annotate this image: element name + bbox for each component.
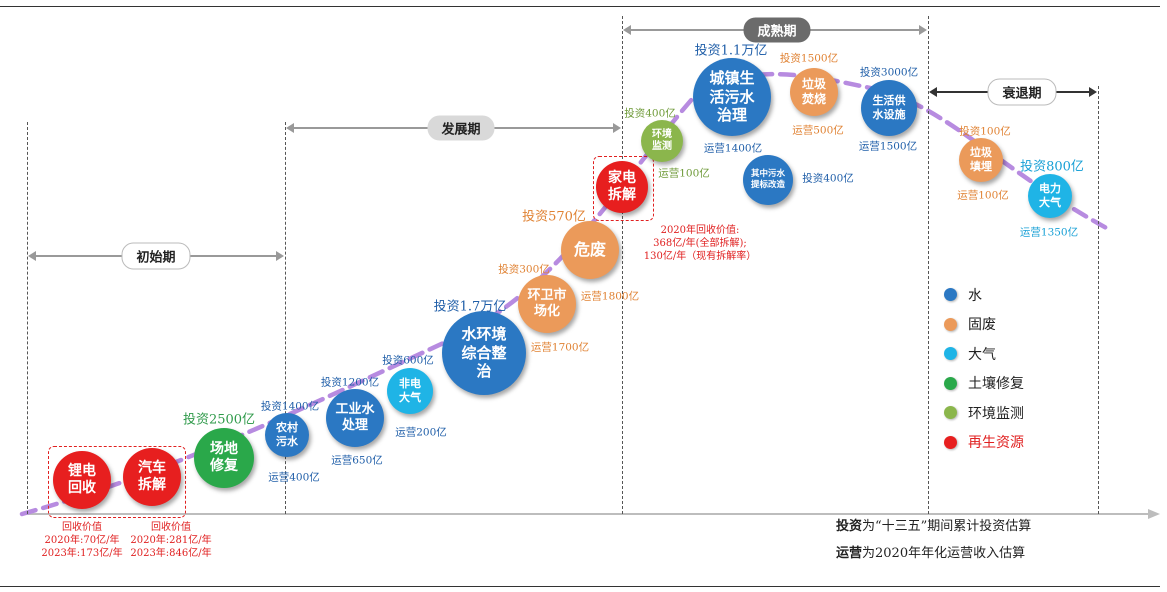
rural-sewage-invest: 投资1400亿 — [260, 400, 320, 413]
legend-label-solid-waste: 固废 — [968, 317, 996, 334]
legend-swatch-recycling — [944, 435, 957, 449]
appliance-value-note: 2020年回收价值: 368亿/年(全部拆解); 130亿/年（现有拆解率） — [643, 225, 757, 262]
legend-label-air: 大气 — [968, 346, 996, 363]
footnote-operation-text: 为2020年年化运营收入估算 — [862, 546, 1026, 561]
node-appliance-dismantling: 家电 拆解 — [596, 161, 648, 213]
node-site-remediation: 场地 修复 — [194, 428, 254, 488]
landfill-invest: 投资100亿 — [959, 125, 1011, 138]
phase-divider-mature — [622, 16, 623, 514]
non-power-air-operate: 运营200亿 — [395, 426, 447, 439]
waste-incineration-invest: 投资1500亿 — [779, 52, 839, 65]
waste-incineration-operate: 运营500亿 — [792, 124, 844, 137]
sanitation-invest: 投资300亿 — [498, 263, 550, 276]
legend-item-water: 水 — [944, 280, 1024, 310]
node-env-monitoring: 环境 监测 — [641, 120, 683, 162]
sanitation-operate: 运营1700亿 — [530, 341, 590, 354]
legend-label-recycling: 再生资源 — [968, 435, 1024, 452]
industrial-water-invest: 投资1200亿 — [320, 376, 380, 389]
node-waste-incineration: 垃圾 焚烧 — [790, 68, 838, 116]
legend-label-soil: 土壤修复 — [968, 376, 1024, 393]
top-rule — [0, 6, 1160, 7]
phase-label-mature: 成熟期 — [743, 17, 811, 43]
node-water-environment: 水环境 综合整治 — [442, 311, 526, 395]
legend-item-recycling: 再生资源 — [944, 428, 1024, 458]
axis-arrowhead — [1148, 509, 1160, 519]
node-auto-dismantling: 汽车 拆解 — [123, 448, 181, 506]
phase-label-development: 发展期 — [427, 115, 495, 141]
site-remediation-invest: 投资2500亿 — [182, 412, 256, 428]
phase-divider-end — [1098, 86, 1099, 514]
node-hazardous-waste: 危废 — [561, 221, 619, 279]
legend-item-solid-waste: 固废 — [944, 310, 1024, 340]
legend-swatch-monitoring — [944, 406, 957, 420]
sewage-upgrade-invest: 投资400亿 — [802, 172, 854, 185]
env-monitoring-operate: 运营100亿 — [658, 167, 710, 180]
legend-label-water: 水 — [968, 287, 982, 304]
lithium-recycling-value-note: 回收价值 2020年:70亿/年 2023年:173亿/年 — [41, 522, 123, 559]
footnote-investment-text: 为“十三五”期间累计投资估算 — [862, 519, 1032, 534]
appliance-highlight-box — [593, 156, 654, 221]
urban-sewage-operate: 运营1400亿 — [703, 142, 763, 155]
node-power-air: 电力 大气 — [1028, 174, 1072, 218]
water-supply-operate: 运营1500亿 — [858, 140, 918, 153]
power-air-invest: 投资800亿 — [1020, 159, 1084, 175]
node-landfill: 垃圾 填埋 — [959, 138, 1003, 182]
node-lithium-recycling: 锂电 回收 — [53, 451, 111, 509]
node-non-power-air: 非电 大气 — [387, 368, 433, 414]
landfill-operate: 运营100亿 — [957, 189, 1009, 202]
auto-dismantling-value-note: 回收价值 2020年:281亿/年 2023年:846亿/年 — [130, 522, 212, 559]
node-sewage-upgrade: 其中污水 提标改造 — [743, 155, 793, 205]
non-power-air-invest: 投资600亿 — [382, 354, 434, 367]
phase-divider-development — [285, 122, 286, 514]
water-supply-invest: 投资3000亿 — [859, 66, 919, 79]
footnote-investment: 投资为“十三五”期间累计投资估算 — [836, 515, 1031, 534]
urban-sewage-invest: 投资1.1万亿 — [694, 43, 768, 59]
footnote-investment-term: 投资 — [836, 519, 863, 534]
rural-sewage-operate: 运营400亿 — [268, 471, 320, 484]
legend-swatch-air — [944, 347, 957, 361]
legend-label-monitoring: 环境监测 — [968, 405, 1024, 422]
phase-divider-decline — [928, 16, 929, 514]
legend-item-air: 大气 — [944, 339, 1024, 369]
water-environment-invest: 投资1.7万亿 — [433, 299, 507, 315]
legend: 水 固废 大气 土壤修复 环境监测 再生资源 — [944, 280, 1024, 457]
legend-swatch-solid-waste — [944, 317, 957, 331]
env-monitoring-invest: 投资400亿 — [624, 107, 676, 120]
legend-item-monitoring: 环境监测 — [944, 398, 1024, 428]
hazardous-waste-invest: 投资570亿 — [522, 209, 586, 225]
bottom-rule — [0, 586, 1160, 587]
power-air-operate: 运营1350亿 — [1019, 226, 1079, 239]
node-industrial-water: 工业水 处理 — [326, 389, 384, 447]
node-rural-sewage: 农村 污水 — [265, 413, 309, 457]
legend-swatch-soil — [944, 376, 957, 390]
hazardous-waste-operate: 运营1800亿 — [580, 290, 640, 303]
footnote-operation-term: 运营 — [836, 546, 863, 561]
recycle-highlight-box — [48, 446, 186, 518]
node-water-supply: 生活供 水设施 — [861, 80, 917, 136]
phase-label-decline: 衰退期 — [987, 78, 1057, 106]
phase-label-initial: 初始期 — [121, 242, 191, 270]
industrial-water-operate: 运营650亿 — [331, 454, 383, 467]
legend-item-soil: 土壤修复 — [944, 369, 1024, 399]
legend-swatch-water — [944, 288, 957, 302]
phase-divider-start — [27, 122, 28, 514]
footnote-operation: 运营为2020年年化运营收入估算 — [836, 542, 1025, 561]
node-urban-sewage: 城镇生 活污水 治理 — [693, 58, 771, 136]
node-sanitation: 环卫市 场化 — [518, 275, 576, 333]
